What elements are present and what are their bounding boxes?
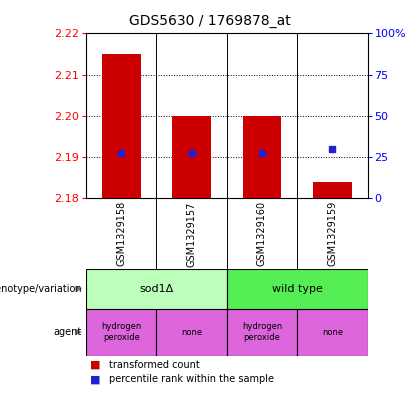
Text: none: none	[181, 328, 202, 336]
Text: genotype/variation: genotype/variation	[0, 284, 82, 294]
Bar	[243, 116, 281, 198]
Bar	[227, 309, 297, 356]
Bar	[86, 309, 156, 356]
Bar	[102, 54, 141, 198]
Bar	[297, 309, 368, 356]
Text: percentile rank within the sample: percentile rank within the sample	[109, 374, 274, 384]
Text: GSM1329158: GSM1329158	[116, 201, 126, 266]
Text: hydrogen
peroxide: hydrogen peroxide	[242, 322, 282, 342]
Text: GSM1329159: GSM1329159	[327, 201, 337, 266]
Bar	[227, 269, 368, 309]
Bar	[313, 182, 352, 198]
Text: hydrogen
peroxide: hydrogen peroxide	[101, 322, 142, 342]
Text: GSM1329157: GSM1329157	[186, 201, 197, 266]
Text: GSM1329160: GSM1329160	[257, 201, 267, 266]
Bar	[156, 309, 227, 356]
Bar	[172, 116, 211, 198]
Text: agent: agent	[54, 327, 82, 337]
Text: ■: ■	[90, 360, 101, 370]
Bar	[86, 269, 227, 309]
Text: wild type: wild type	[272, 284, 323, 294]
Text: none: none	[322, 328, 343, 336]
Text: ■: ■	[90, 374, 101, 384]
Text: GDS5630 / 1769878_at: GDS5630 / 1769878_at	[129, 14, 291, 28]
Text: transformed count: transformed count	[109, 360, 200, 370]
Text: sod1Δ: sod1Δ	[139, 284, 173, 294]
